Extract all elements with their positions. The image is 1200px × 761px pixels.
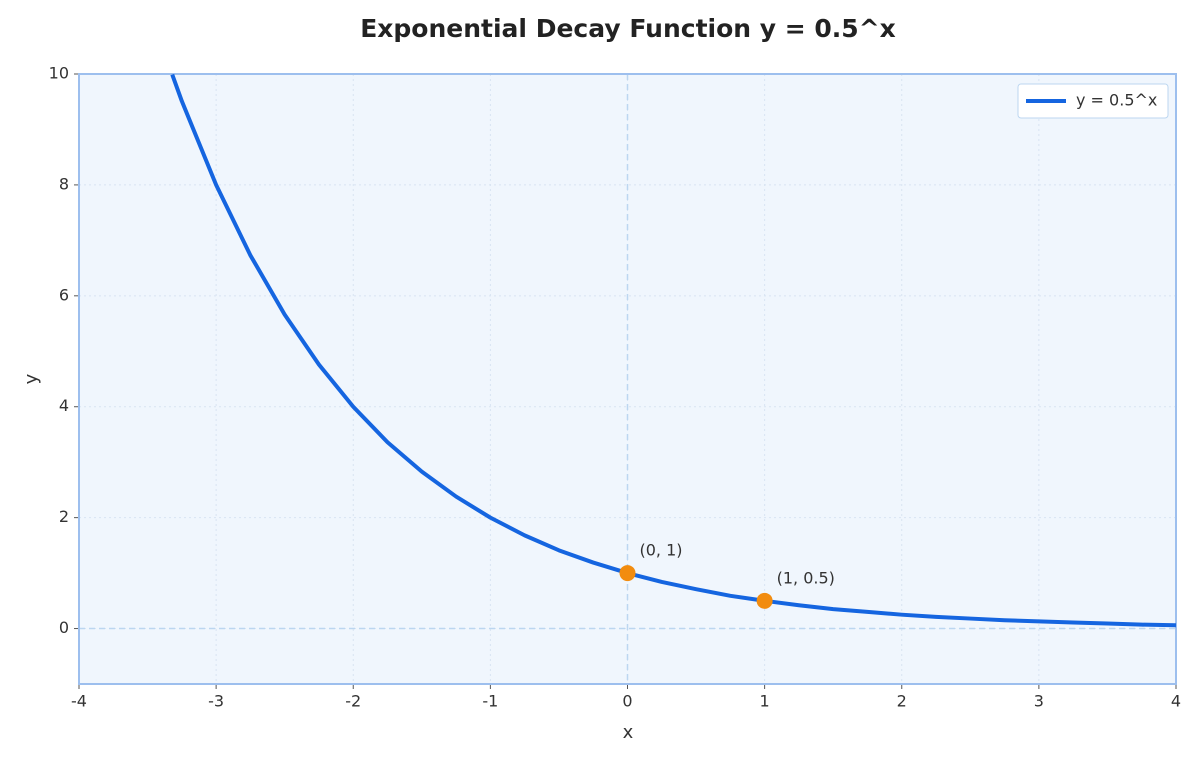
x-tick-label: 2 — [897, 692, 907, 711]
point-label: (0, 1) — [640, 541, 683, 560]
x-tick-label: -2 — [345, 692, 361, 711]
legend-label: y = 0.5^x — [1076, 91, 1157, 110]
y-tick-label: 0 — [59, 618, 69, 637]
x-tick-label: -1 — [482, 692, 498, 711]
chart-title: Exponential Decay Function y = 0.5^x — [360, 14, 896, 43]
x-tick-label: 4 — [1171, 692, 1181, 711]
point — [619, 565, 636, 582]
y-tick-label: 8 — [59, 174, 69, 193]
x-tick-label: -4 — [71, 692, 87, 711]
x-tick-label: -3 — [208, 692, 224, 711]
plot-border — [78, 73, 1177, 685]
y-axis-label: y — [21, 373, 42, 384]
legend-box — [1017, 83, 1169, 119]
y-tick-label: 2 — [59, 507, 69, 526]
point-label: (1, 0.5) — [777, 568, 835, 587]
x-tick-label: 0 — [622, 692, 632, 711]
x-axis-label: x — [623, 722, 634, 743]
x-tick-label: 3 — [1034, 692, 1044, 711]
y-tick-label: 4 — [59, 396, 69, 415]
x-tick-label: 1 — [760, 692, 770, 711]
y-tick-label: 6 — [59, 285, 69, 304]
point — [756, 592, 773, 609]
line-series — [170, 74, 1176, 628]
y-tick-label: 10 — [49, 64, 69, 83]
